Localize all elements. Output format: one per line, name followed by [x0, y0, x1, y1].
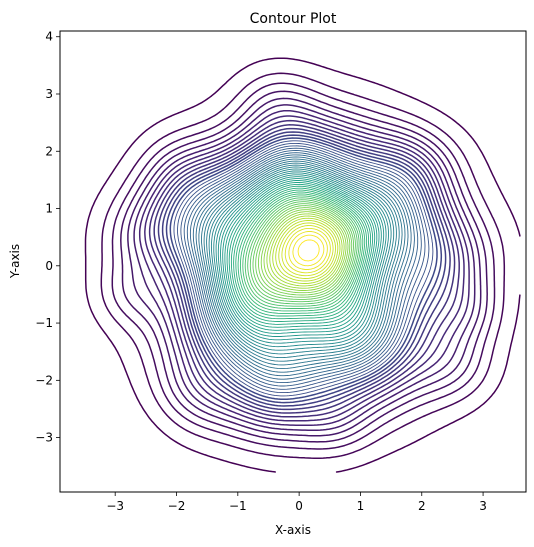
contour-level-44: [249, 201, 356, 303]
contour-level-6: [138, 109, 470, 427]
plot-frame: [59, 30, 527, 493]
contour-level-17: [183, 147, 422, 387]
contour-level-14: [173, 140, 434, 397]
contour-level-3: [120, 90, 488, 443]
contour-level-48: [260, 209, 349, 294]
y-tick-label: 0: [45, 259, 53, 273]
x-axis-title: X-axis: [275, 523, 311, 537]
y-tick-label: 3: [45, 87, 53, 101]
contour-level-25: [206, 164, 397, 359]
contour-level-33: [224, 180, 378, 331]
x-tick-label: 1: [357, 499, 365, 513]
contour-level-27: [210, 168, 392, 351]
chart-title: Contour Plot: [250, 11, 337, 27]
contour-level-41: [242, 195, 362, 309]
contour-level-10: [157, 127, 451, 411]
y-axis-ticks: −3 −2 −1 0 1 2 3 4: [35, 30, 60, 445]
x-tick-label: 0: [295, 499, 303, 513]
contour-level-52: [272, 217, 341, 284]
contour-level-31: [220, 176, 382, 337]
contour-level-30: [217, 174, 385, 341]
contour-level-16: [180, 145, 426, 390]
contour-level-12: [165, 134, 443, 404]
contour-level-34: [226, 181, 376, 328]
contour-level-4: [127, 97, 482, 437]
contour-level-54: [278, 222, 336, 279]
contour-level-21: [195, 156, 409, 373]
contour-level-43: [247, 199, 358, 305]
contour-level-53: [275, 220, 339, 282]
contour-level-45: [252, 203, 354, 300]
contour-level-47: [257, 207, 351, 296]
contour-level-39: [237, 191, 366, 314]
contour-level-42: [244, 197, 360, 307]
contour-level-59: [297, 239, 320, 262]
contour-level-24: [203, 162, 400, 362]
x-tick-label: −3: [106, 499, 124, 513]
contour-level-46: [255, 205, 353, 298]
contour-level-7: [144, 115, 465, 422]
contour-level-56: [284, 227, 331, 274]
contour-level-37: [233, 187, 370, 320]
y-tick-label: 4: [45, 30, 53, 44]
contour-lines: [84, 57, 521, 473]
contour-level-40: [239, 193, 364, 312]
contour-level-50: [266, 213, 345, 289]
x-tick-label: −1: [229, 499, 247, 513]
contour-level-15: [177, 142, 430, 394]
contour-level-26: [208, 166, 395, 355]
contour-level-38: [235, 189, 368, 317]
contour-level-36: [230, 185, 372, 322]
contour-level-58: [292, 234, 325, 267]
contour-level-19: [189, 152, 415, 380]
contour-level-1: [100, 72, 506, 459]
contour-level-13: [169, 137, 438, 400]
contour-level-35: [228, 183, 374, 325]
contour-level-55: [281, 225, 334, 277]
y-tick-label: −2: [35, 373, 53, 387]
y-tick-label: −3: [35, 431, 53, 445]
contour-level-57: [288, 231, 328, 270]
contour-level-8: [148, 119, 460, 418]
contour-level-23: [201, 160, 403, 366]
y-tick-label: 1: [45, 202, 53, 216]
x-tick-label: 3: [479, 499, 487, 513]
contour-level-49: [263, 211, 347, 291]
contour-level-11: [161, 131, 447, 407]
y-axis-title: Y-axis: [8, 244, 22, 279]
x-axis-ticks: −3 −2 −1 0 1 2 3: [106, 492, 487, 513]
y-tick-label: −1: [35, 316, 53, 330]
contour-level-5: [133, 104, 476, 431]
x-tick-label: −2: [168, 499, 186, 513]
contour-level-2: [111, 82, 496, 450]
contour-level-32: [222, 178, 380, 334]
y-tick-label: 2: [45, 144, 53, 158]
contour-level-18: [186, 150, 419, 384]
contour-level-20: [192, 154, 412, 377]
contour-level-9: [153, 124, 456, 414]
contour-level-22: [198, 158, 406, 370]
x-tick-label: 2: [418, 499, 426, 513]
contour-level-0: [84, 57, 521, 473]
contour-level-28: [213, 170, 389, 348]
contour-level-29: [215, 172, 387, 344]
contour-level-51: [269, 215, 343, 287]
